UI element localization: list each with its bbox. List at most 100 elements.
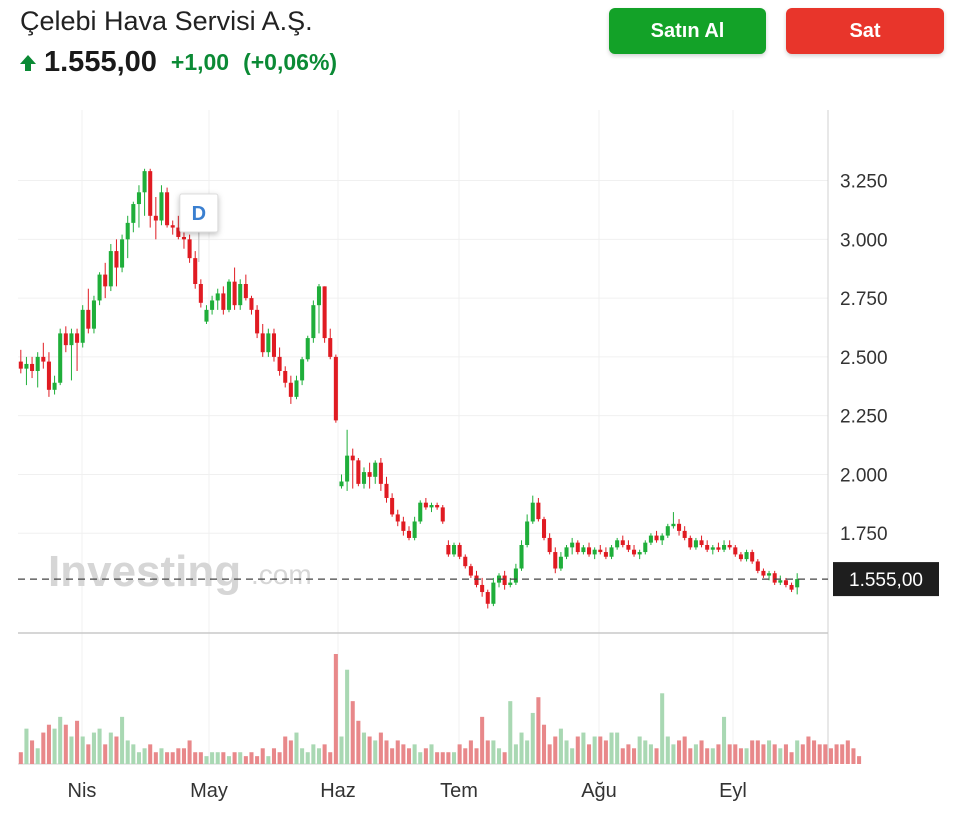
volume-bar <box>435 752 440 764</box>
candle-body <box>553 552 558 569</box>
candle <box>401 516 406 536</box>
volume-bar <box>637 736 642 764</box>
candle-body <box>795 579 800 588</box>
candle <box>339 474 344 489</box>
volume-bar <box>496 748 502 764</box>
candle <box>97 272 102 306</box>
volume-bar <box>204 756 209 764</box>
candle-body <box>558 556 563 569</box>
candle <box>153 197 158 240</box>
volume-bar <box>390 748 395 764</box>
candle <box>558 552 563 571</box>
volume-bar <box>677 740 682 764</box>
candle <box>165 187 170 228</box>
volume-bar <box>823 744 828 764</box>
volume-bar <box>513 744 518 764</box>
candle-body <box>148 171 153 216</box>
candle-body <box>648 535 653 543</box>
candle <box>541 516 547 541</box>
volume-bar <box>316 748 322 764</box>
candle-body <box>120 239 125 268</box>
candle <box>136 185 141 228</box>
candle <box>553 547 558 574</box>
candle-body <box>626 545 631 550</box>
candle <box>682 526 687 541</box>
candle-body <box>215 293 220 301</box>
candle <box>24 356 29 386</box>
volume-bar <box>508 701 513 764</box>
x-tick-label: Haz <box>320 780 356 802</box>
volume-bar <box>648 744 653 764</box>
candle-body <box>142 171 147 193</box>
candle-body <box>755 561 760 571</box>
candle <box>789 582 794 593</box>
volume-bar <box>181 748 186 764</box>
volume-bar <box>615 732 620 764</box>
candle <box>142 168 147 216</box>
volume-bar <box>857 756 862 764</box>
volume-bar <box>170 752 175 764</box>
candle <box>249 295 254 315</box>
volume-bar <box>80 736 85 764</box>
volume-bar <box>468 740 473 764</box>
volume-bar <box>63 724 68 764</box>
volume-bar <box>558 728 563 764</box>
candle-body <box>677 523 682 531</box>
volume-bar <box>480 716 485 764</box>
volume-bar <box>620 748 625 764</box>
price-change-percent: (+0,06%) <box>243 49 338 75</box>
volume-bar <box>260 748 265 764</box>
arrow-up-icon <box>18 53 38 73</box>
volume-bar <box>429 744 434 764</box>
candle-body <box>305 338 310 360</box>
volume-bar <box>423 748 428 764</box>
volume-bar <box>547 744 552 764</box>
candle <box>637 549 642 560</box>
candle-body <box>30 363 35 371</box>
candle-body <box>513 568 518 583</box>
candle-body <box>738 554 743 560</box>
volume-bar <box>255 756 260 764</box>
candle <box>727 540 732 550</box>
candle <box>170 220 175 235</box>
volume-bar <box>570 748 575 764</box>
volume-bar <box>800 744 805 764</box>
last-price-tag <box>833 562 939 597</box>
candle <box>519 540 524 571</box>
candle <box>266 328 271 357</box>
volume-bar <box>339 736 344 764</box>
volume-bar <box>575 736 580 764</box>
candle-body <box>620 540 625 545</box>
candle-body <box>345 455 350 482</box>
volume-bar <box>210 752 215 764</box>
candle <box>243 274 248 301</box>
volume-bar <box>176 748 181 764</box>
candle <box>30 356 35 379</box>
candle <box>300 356 305 386</box>
candle <box>316 284 322 334</box>
candle <box>131 201 136 233</box>
candle-body <box>783 580 788 585</box>
candle <box>367 462 372 489</box>
candle <box>496 573 502 588</box>
volume-bar <box>401 744 406 764</box>
buy-button[interactable]: Satın Al <box>609 8 766 54</box>
volume-bar <box>300 748 305 764</box>
volume-bar <box>789 752 794 764</box>
candle <box>491 577 496 607</box>
candle-body <box>260 333 265 353</box>
volume-bar <box>688 748 693 764</box>
volume-bar <box>114 736 119 764</box>
volume-bar <box>778 748 783 764</box>
volume-bar <box>727 744 732 764</box>
candle-body <box>328 338 333 357</box>
volume-bar <box>52 728 57 764</box>
candle <box>435 502 440 510</box>
volume-bar <box>525 740 530 764</box>
candle-body <box>243 284 248 299</box>
candle-body <box>395 514 400 522</box>
sell-button[interactable]: Sat <box>786 8 944 54</box>
volume-bar <box>249 752 254 764</box>
volume-bar <box>153 752 158 764</box>
